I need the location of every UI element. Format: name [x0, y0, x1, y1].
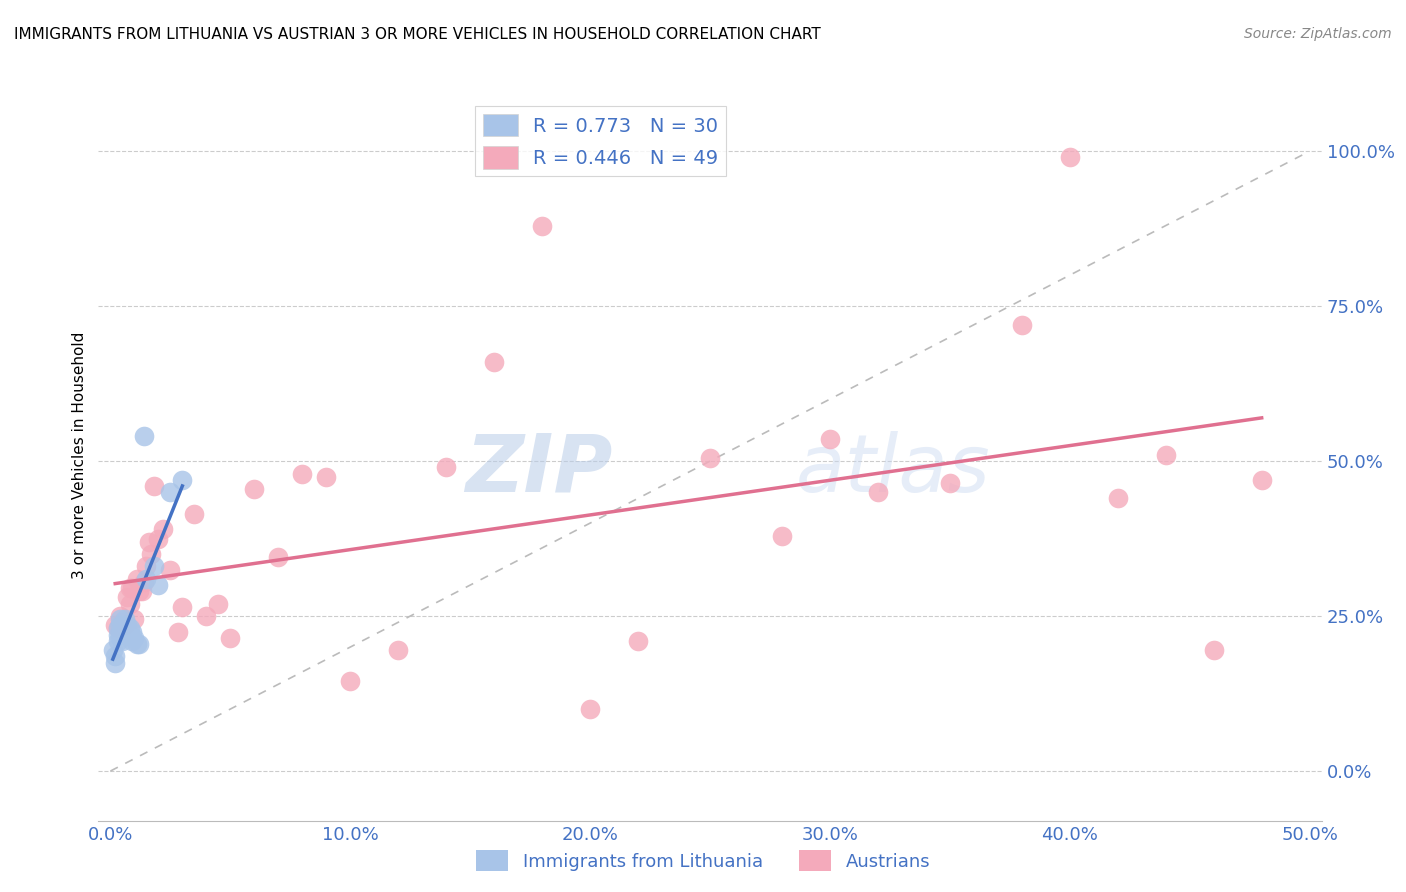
Point	[125, 637, 148, 651]
Point	[172, 473, 194, 487]
Point	[135, 559, 157, 574]
Point	[627, 633, 650, 648]
Point	[111, 624, 134, 639]
Point	[128, 637, 150, 651]
Point	[138, 534, 160, 549]
Point	[118, 597, 141, 611]
Point	[195, 609, 218, 624]
Text: atlas: atlas	[796, 431, 990, 508]
Point	[104, 656, 127, 670]
Point	[111, 633, 134, 648]
Point	[866, 485, 889, 500]
Point	[1059, 150, 1081, 164]
Point	[148, 578, 170, 592]
Point	[115, 618, 138, 632]
Point	[207, 597, 229, 611]
Point	[125, 572, 148, 586]
Point	[101, 643, 124, 657]
Point	[124, 631, 146, 645]
Point	[387, 643, 409, 657]
Text: IMMIGRANTS FROM LITHUANIA VS AUSTRIAN 3 OR MORE VEHICLES IN HOUSEHOLD CORRELATIO: IMMIGRANTS FROM LITHUANIA VS AUSTRIAN 3 …	[14, 27, 821, 42]
Point	[1154, 448, 1177, 462]
Point	[939, 475, 962, 490]
Text: ZIP: ZIP	[465, 431, 612, 508]
Point	[135, 572, 157, 586]
Point	[219, 631, 242, 645]
Point	[1202, 643, 1225, 657]
Point	[121, 633, 143, 648]
Legend: Immigrants from Lithuania, Austrians: Immigrants from Lithuania, Austrians	[468, 843, 938, 879]
Point	[107, 633, 129, 648]
Point	[107, 622, 129, 636]
Point	[124, 612, 146, 626]
Point	[1107, 491, 1129, 506]
Point	[1250, 473, 1272, 487]
Point	[172, 599, 194, 614]
Point	[818, 433, 841, 447]
Point	[267, 550, 290, 565]
Point	[108, 628, 131, 642]
Point	[132, 574, 155, 589]
Point	[770, 528, 793, 542]
Point	[111, 618, 134, 632]
Point	[118, 581, 141, 595]
Point	[166, 624, 188, 639]
Point	[159, 563, 181, 577]
Point	[111, 615, 134, 630]
Point	[114, 618, 136, 632]
Point	[104, 618, 127, 632]
Point	[107, 628, 129, 642]
Point	[108, 609, 131, 624]
Y-axis label: 3 or more Vehicles in Household: 3 or more Vehicles in Household	[72, 331, 87, 579]
Point	[108, 618, 131, 632]
Point	[482, 355, 505, 369]
Point	[118, 628, 141, 642]
Point	[142, 559, 165, 574]
Point	[434, 460, 457, 475]
Point	[115, 624, 138, 639]
Point	[339, 674, 361, 689]
Point	[142, 479, 165, 493]
Point	[1011, 318, 1033, 332]
Point	[128, 584, 150, 599]
Point	[291, 467, 314, 481]
Point	[131, 584, 153, 599]
Point	[114, 622, 136, 636]
Point	[699, 450, 721, 465]
Point	[115, 591, 138, 605]
Point	[159, 485, 181, 500]
Point	[121, 581, 143, 595]
Point	[104, 649, 127, 664]
Text: Source: ZipAtlas.com: Source: ZipAtlas.com	[1244, 27, 1392, 41]
Point	[114, 628, 136, 642]
Point	[132, 429, 155, 443]
Point	[118, 622, 141, 636]
Legend: R = 0.773   N = 30, R = 0.446   N = 49: R = 0.773 N = 30, R = 0.446 N = 49	[475, 106, 727, 177]
Point	[121, 624, 143, 639]
Point	[108, 612, 131, 626]
Point	[152, 522, 174, 536]
Point	[243, 482, 266, 496]
Point	[107, 622, 129, 636]
Point	[141, 547, 163, 561]
Point	[148, 532, 170, 546]
Point	[114, 612, 136, 626]
Point	[579, 702, 602, 716]
Point	[183, 507, 205, 521]
Point	[531, 219, 554, 233]
Point	[315, 469, 337, 483]
